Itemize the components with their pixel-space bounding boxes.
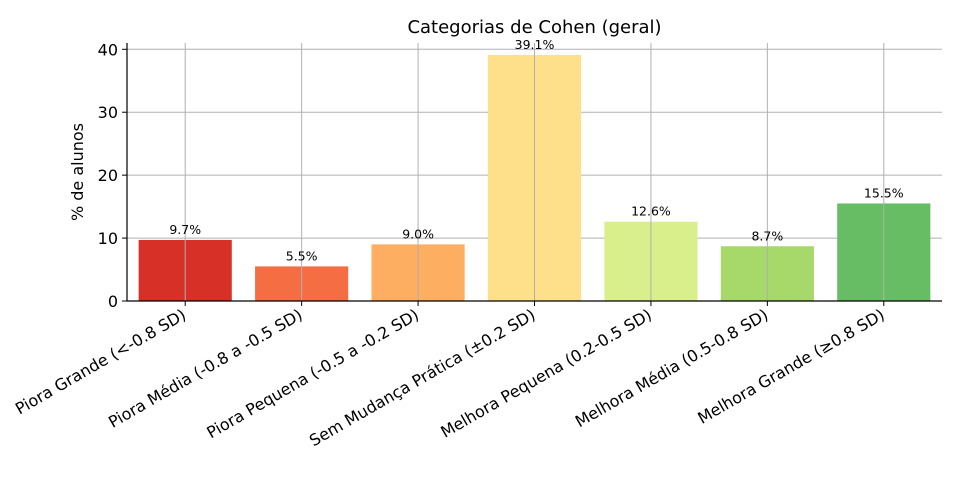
x-tick-label: Melhora Pequena (0.2-0.5 SD)	[437, 305, 655, 442]
x-tick-labels: Piora Grande (<-0.8 SD)Piora Média (-0.8…	[12, 305, 888, 450]
axes	[122, 43, 942, 306]
data-label: 9.0%	[402, 226, 434, 241]
data-label: 39.1%	[515, 37, 555, 52]
y-tick-labels: 0 10 20 30 40	[98, 40, 118, 311]
vertical-grid-lines	[184, 43, 885, 301]
data-label: 8.7%	[751, 228, 783, 243]
data-label: 9.7%	[169, 222, 201, 237]
x-tick-label: Melhora Grande (≥0.8 SD)	[694, 305, 887, 428]
y-tick-label: 40	[98, 40, 118, 59]
x-tick-label: Piora Pequena (-0.5 a -0.2 SD)	[203, 305, 422, 442]
y-tick-label: 0	[108, 292, 118, 311]
data-label: 5.5%	[286, 248, 318, 263]
y-tick-label: 10	[98, 229, 118, 248]
y-tick-label: 30	[98, 103, 118, 122]
data-labels: 9.7% 5.5% 9.0% 39.1% 12.6% 8.7% 15.5%	[169, 37, 903, 263]
x-tick-label: Melhora Média (0.5-0.8 SD)	[572, 305, 771, 431]
data-label: 15.5%	[864, 185, 904, 200]
x-tick-label: Sem Mudança Prática (±0.2 SD)	[306, 305, 538, 450]
chart-title: Categorias de Cohen (geral)	[407, 17, 661, 38]
y-tick-label: 20	[98, 166, 118, 185]
x-tick-label: Piora Média (-0.8 a -0.5 SD)	[105, 305, 306, 432]
y-axis-label: % de alunos	[68, 123, 87, 221]
data-label: 12.6%	[631, 204, 671, 219]
